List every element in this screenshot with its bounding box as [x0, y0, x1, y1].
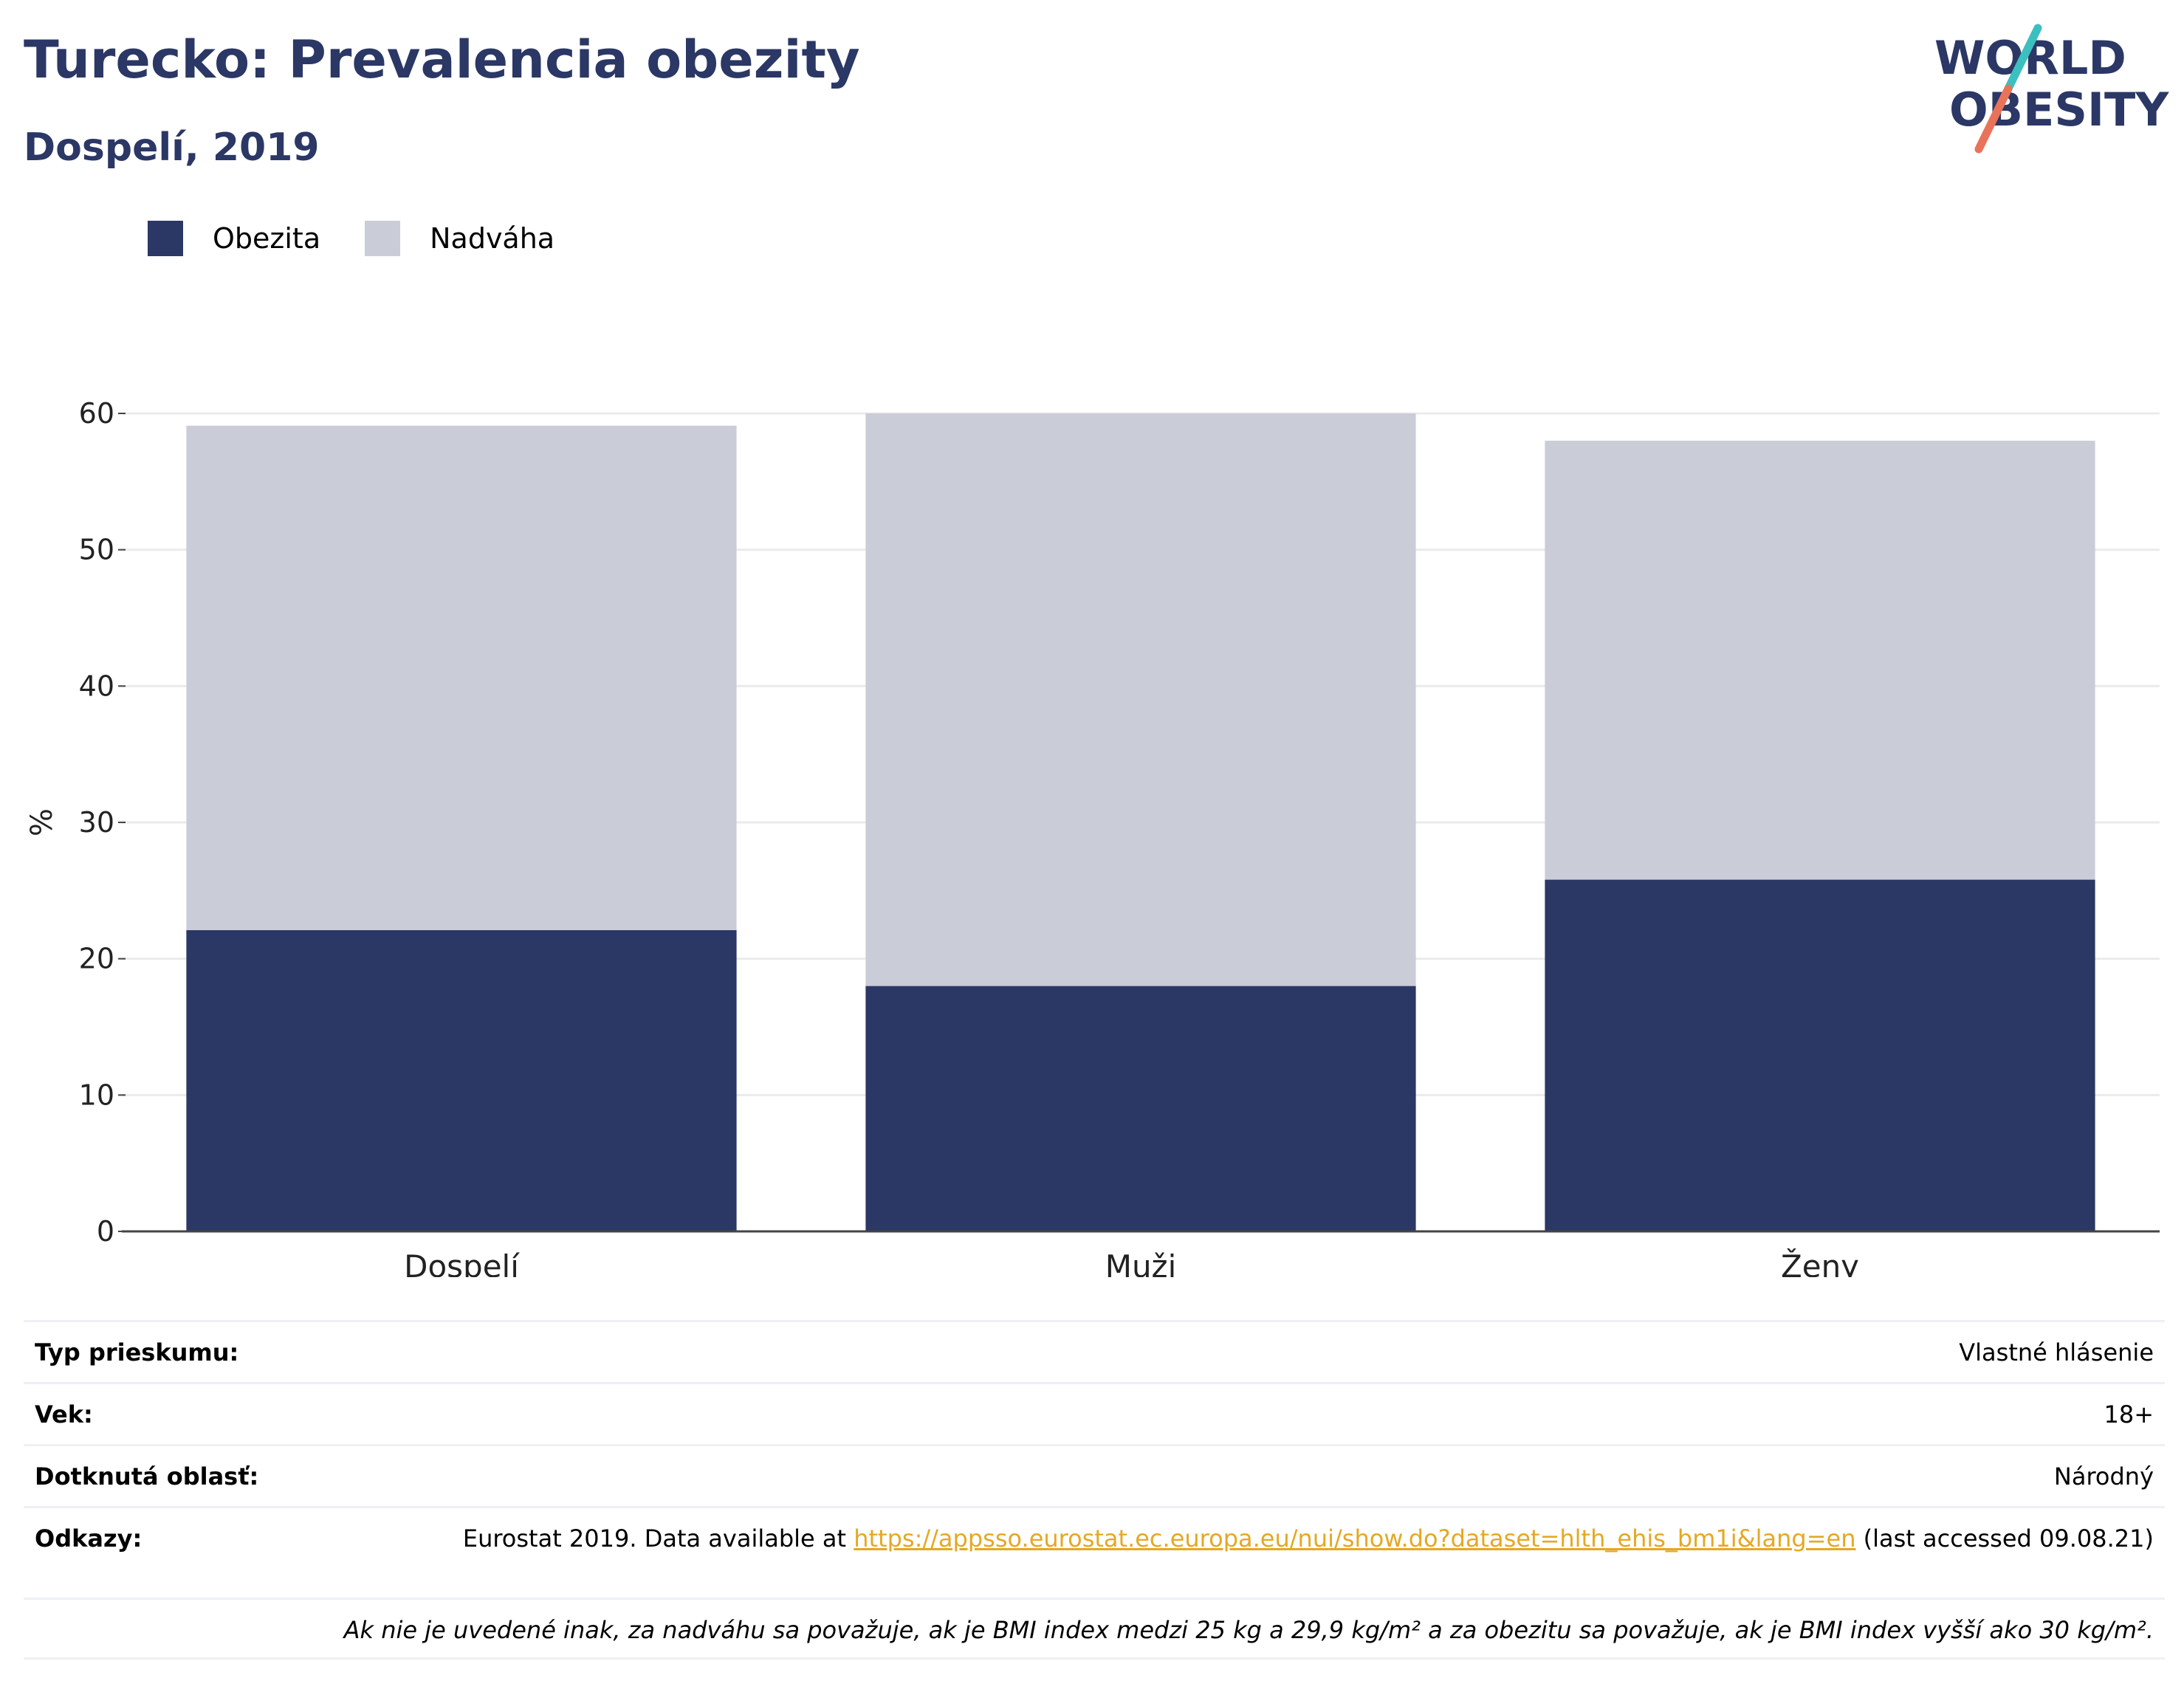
- world-obesity-logo: WORLD OBESITY: [1934, 24, 2169, 154]
- info-row-references: Odkazy: Eurostat 2019. Data available at…: [24, 1506, 2165, 1598]
- bar-obesity-3: [1545, 879, 2095, 1231]
- legend-swatch-overweight: [365, 221, 401, 256]
- bar-overweight-3: [1545, 440, 2095, 880]
- y-tick-label: 30: [79, 806, 114, 839]
- x-tick-label: Muži: [1105, 1248, 1177, 1277]
- legend-label-overweight: Nadváha: [430, 222, 555, 255]
- legend-swatch-obesity: [148, 221, 183, 256]
- legend-item-overweight[interactable]: Nadváha: [365, 221, 554, 256]
- x-tick-label: Ženy: [1781, 1248, 1859, 1277]
- logo-slash-teal: [2004, 24, 2042, 93]
- y-tick-label: 10: [79, 1079, 114, 1111]
- bar-overweight-2: [865, 413, 1416, 986]
- area-value: Národný: [2053, 1462, 2154, 1491]
- references-prefix: Eurostat 2019. Data available at: [462, 1524, 854, 1553]
- y-axis-title: %: [25, 808, 59, 836]
- page-title: Turecko: Prevalencia obezity: [24, 30, 860, 90]
- page-subtitle: Dospelí, 2019: [24, 126, 320, 170]
- bar-obesity-1: [186, 929, 737, 1231]
- age-value: 18+: [2104, 1400, 2154, 1428]
- bar-overweight-1: [186, 425, 737, 930]
- survey-type-label: Typ prieskumu:: [35, 1338, 239, 1366]
- y-tick-label: 0: [97, 1215, 114, 1248]
- survey-type-value: Vlastné hlásenie: [1959, 1338, 2154, 1366]
- info-row-survey-type: Typ prieskumu: Vlastné hlásenie: [24, 1320, 2165, 1382]
- info-row-area: Dotknutá oblasť: Národný: [24, 1444, 2165, 1506]
- info-row-age: Vek: 18+: [24, 1382, 2165, 1444]
- legend-item-obesity[interactable]: Obezita: [148, 221, 320, 256]
- y-tick-label: 60: [79, 397, 114, 430]
- info-row-note: Ak nie je uvedené inak, za nadváhu sa po…: [24, 1598, 2165, 1660]
- references-link[interactable]: https://appsso.eurostat.ec.europa.eu/nui…: [854, 1524, 1856, 1553]
- logo-slash-coral: [1974, 84, 2013, 154]
- legend-label-obesity: Obezita: [213, 222, 321, 255]
- bar-obesity-2: [865, 986, 1416, 1231]
- references-suffix: (last accessed 09.08.21): [1855, 1524, 2154, 1553]
- area-label: Dotknutá oblasť:: [35, 1462, 259, 1491]
- references-value: Eurostat 2019. Data available at https:/…: [463, 1524, 2154, 1553]
- age-label: Vek:: [35, 1400, 93, 1428]
- x-tick-label: Dospelí: [404, 1248, 520, 1277]
- chart-legend: Obezita Nadváha: [148, 220, 599, 257]
- logo-line-2: OBESITY: [1949, 83, 2169, 137]
- y-tick-label: 20: [79, 943, 114, 975]
- y-tick-label: 50: [79, 534, 114, 566]
- y-tick-label: 40: [79, 670, 114, 702]
- info-table: Typ prieskumu: Vlastné hlásenie Vek: 18+…: [24, 1320, 2165, 1660]
- bar-chart: 0 10 20 30 40 50 60% Dospelí Muži Ženy: [25, 397, 2160, 1277]
- references-label: Odkazy:: [35, 1524, 142, 1553]
- bmi-note: Ak nie je uvedené inak, za nadváhu sa po…: [343, 1616, 2154, 1644]
